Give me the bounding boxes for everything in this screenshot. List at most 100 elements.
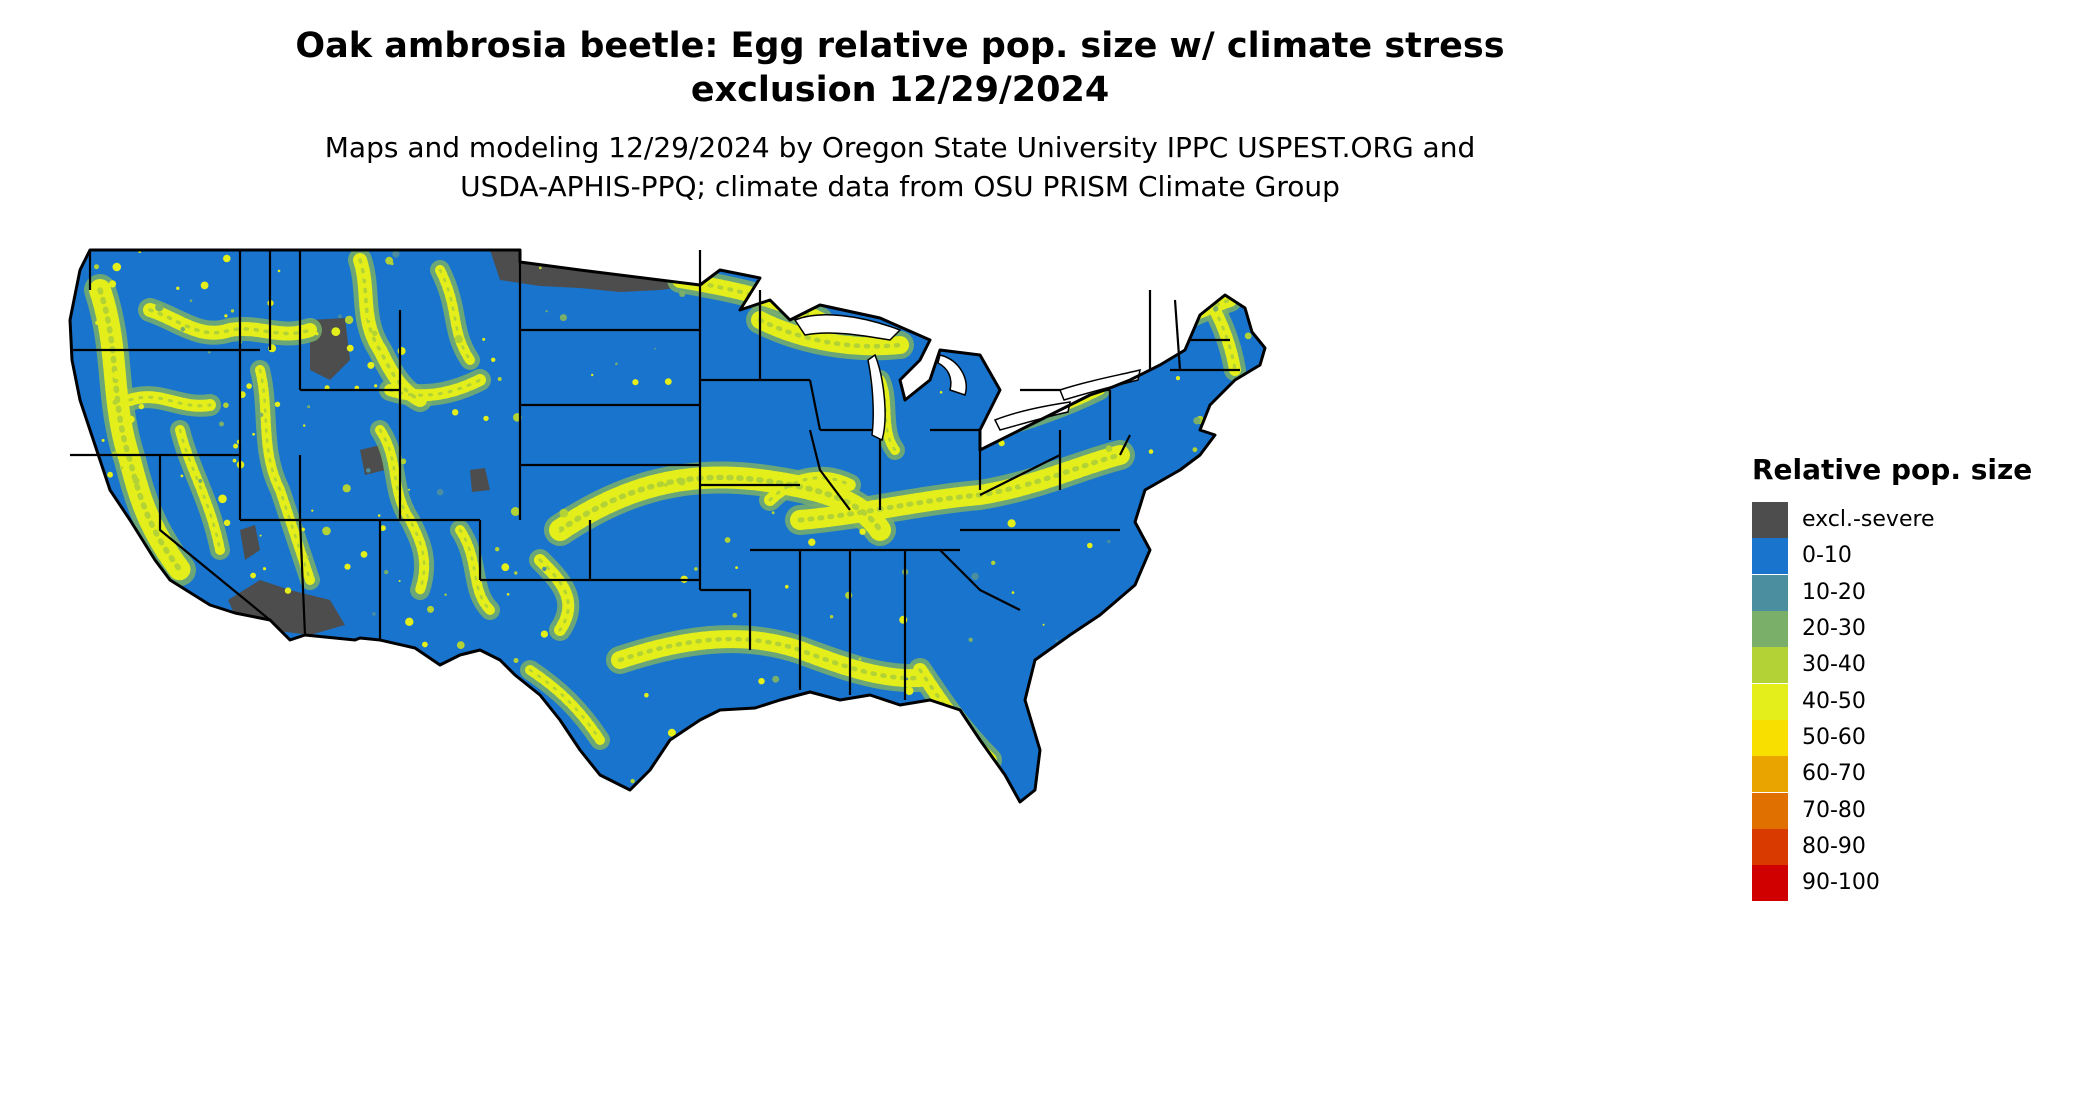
speckle	[1019, 481, 1026, 488]
suitability-band-detail	[458, 528, 492, 612]
speckle	[542, 566, 547, 572]
speckle	[1103, 727, 1107, 732]
speckle	[112, 262, 122, 272]
speckle	[306, 555, 309, 559]
speckle	[316, 656, 320, 660]
speckle	[96, 680, 102, 685]
legend-swatch	[1752, 647, 1788, 684]
speckle	[785, 584, 789, 589]
great-lake	[867, 353, 886, 442]
speckle	[223, 519, 231, 526]
speckle	[621, 257, 630, 266]
speckle	[1087, 542, 1093, 549]
speckle	[259, 412, 264, 417]
speckle	[497, 377, 502, 381]
speckle	[427, 605, 434, 613]
state-border	[298, 519, 307, 636]
exclusion-region	[360, 445, 385, 475]
speckle	[677, 477, 686, 486]
speckle	[917, 283, 921, 287]
speckle	[679, 290, 686, 297]
speckle	[929, 313, 936, 320]
speckle	[403, 769, 413, 779]
speckle	[383, 731, 389, 737]
speckle	[408, 488, 411, 491]
speckle	[1110, 342, 1113, 345]
speckle	[372, 612, 376, 616]
great-lake	[993, 401, 1071, 431]
speckle	[342, 484, 351, 493]
speckle	[905, 686, 914, 696]
speckle	[545, 310, 548, 313]
legend-item: 50-60	[1752, 719, 2032, 756]
speckle	[80, 482, 85, 487]
speckle	[400, 458, 407, 465]
speckle	[394, 450, 398, 453]
speckle	[372, 330, 378, 336]
suitability-band-detail	[768, 476, 852, 502]
exclusion-region	[240, 525, 260, 560]
speckle	[1164, 278, 1171, 284]
speckle	[664, 483, 668, 487]
legend-label: 30-40	[1802, 652, 1866, 678]
state-border	[808, 429, 851, 511]
speckle	[258, 622, 263, 628]
legend-swatch	[1752, 865, 1788, 902]
speckle	[1093, 700, 1096, 703]
speckle	[218, 654, 223, 659]
speckle	[1005, 273, 1012, 280]
speckle	[632, 379, 639, 386]
legend-item: 70-80	[1752, 792, 2032, 829]
speckle	[911, 797, 914, 800]
map-title-line-2: exclusion 12/29/2024	[690, 70, 1110, 110]
suitability-band-detail	[178, 428, 222, 552]
legend-swatch	[1752, 828, 1788, 865]
speckle	[724, 537, 731, 543]
speckle	[1171, 519, 1175, 523]
legend-swatch	[1752, 611, 1788, 648]
speckle	[1011, 591, 1015, 594]
speckle	[758, 678, 765, 685]
speckle	[1231, 799, 1235, 802]
legend-label: 20-30	[1802, 616, 1866, 642]
speckle	[452, 409, 459, 416]
speckle	[491, 357, 496, 362]
speckle	[424, 800, 432, 802]
speckle	[338, 314, 342, 319]
map-legend: Relative pop. size excl.-severe 0-10 10-20…	[1752, 452, 2032, 902]
speckle	[246, 383, 252, 389]
speckle	[191, 663, 199, 671]
speckle	[242, 668, 248, 674]
map-subtitle: Maps and modeling 12/29/2024 by Oregon S…	[0, 128, 1800, 206]
us-outline	[68, 248, 1267, 804]
state-border	[1119, 434, 1131, 456]
legend-swatch	[1752, 538, 1788, 575]
legend-label: 50-60	[1802, 724, 1866, 750]
speckle	[1226, 432, 1229, 436]
speckle	[893, 301, 901, 309]
speckle	[132, 477, 140, 485]
speckle	[816, 742, 826, 751]
speckle	[1242, 552, 1245, 555]
speckle	[412, 684, 419, 691]
legend-item: 80-90	[1752, 828, 2032, 865]
speckle	[322, 526, 331, 536]
speckle	[1193, 417, 1201, 425]
speckle	[630, 778, 635, 784]
speckle	[441, 676, 448, 683]
speckle	[797, 736, 803, 741]
legend-items: excl.-severe 0-10 10-20 20-30 30-40 40-50 50-6…	[1752, 502, 2032, 902]
speckle	[312, 686, 316, 690]
speckle	[360, 551, 368, 558]
speckle	[565, 251, 573, 259]
speckle	[482, 337, 486, 341]
speckle	[89, 572, 98, 581]
speckle	[1218, 765, 1227, 773]
speckle	[180, 474, 184, 478]
speckle	[1077, 321, 1081, 326]
speckle	[384, 699, 392, 707]
speckle	[115, 712, 125, 721]
speckle	[262, 567, 267, 571]
speckle	[1169, 551, 1175, 558]
speckle	[1213, 306, 1219, 312]
